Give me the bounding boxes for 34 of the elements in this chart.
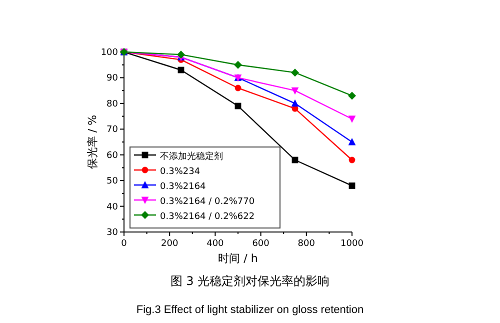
y-tick-label: 90 [106, 74, 118, 84]
legend-label: 不添加光稳定剂 [160, 151, 223, 162]
point [177, 50, 185, 59]
point [348, 182, 356, 189]
y-axis-title: 保光率 / % [86, 114, 99, 170]
legend-label: 0.3%2164 [160, 182, 206, 192]
point [234, 84, 242, 92]
y-tick-label: 40 [106, 202, 118, 212]
legend-label: 0.3%2164 / 0.2%622 [160, 212, 255, 222]
y-tick-label: 70 [106, 125, 118, 136]
x-tick-label: 800 [298, 239, 316, 249]
legend-label: 0.3%2164 / 0.2%770 [160, 197, 255, 207]
point [348, 138, 356, 146]
point [291, 99, 299, 107]
point [234, 60, 242, 69]
text: 图 3 光稳定剂对保光率的影响 [170, 274, 330, 288]
point [291, 68, 299, 77]
x-axis-title: 时间 / h [218, 252, 258, 265]
x-tick-label: 0 [121, 239, 128, 249]
y-tick-label: 30 [106, 228, 118, 238]
point [348, 116, 356, 123]
y-tick-label: 80 [106, 99, 118, 110]
x-tick-label: 1000 [340, 239, 364, 249]
x-tick-label: 200 [161, 239, 178, 249]
x-tick-label: 400 [206, 239, 224, 249]
point [348, 156, 356, 164]
legend-label: 0.3%234 [160, 167, 200, 177]
text: Fig.3 Effect of light stabilizer on gloss retention [136, 304, 364, 316]
point [348, 92, 356, 100]
point [291, 87, 299, 95]
x-tick-label: 600 [252, 239, 270, 249]
y-tick-label: 60 [106, 150, 118, 161]
y-tick-label: 100 [100, 48, 118, 58]
y-tick-label: 50 [106, 176, 118, 187]
